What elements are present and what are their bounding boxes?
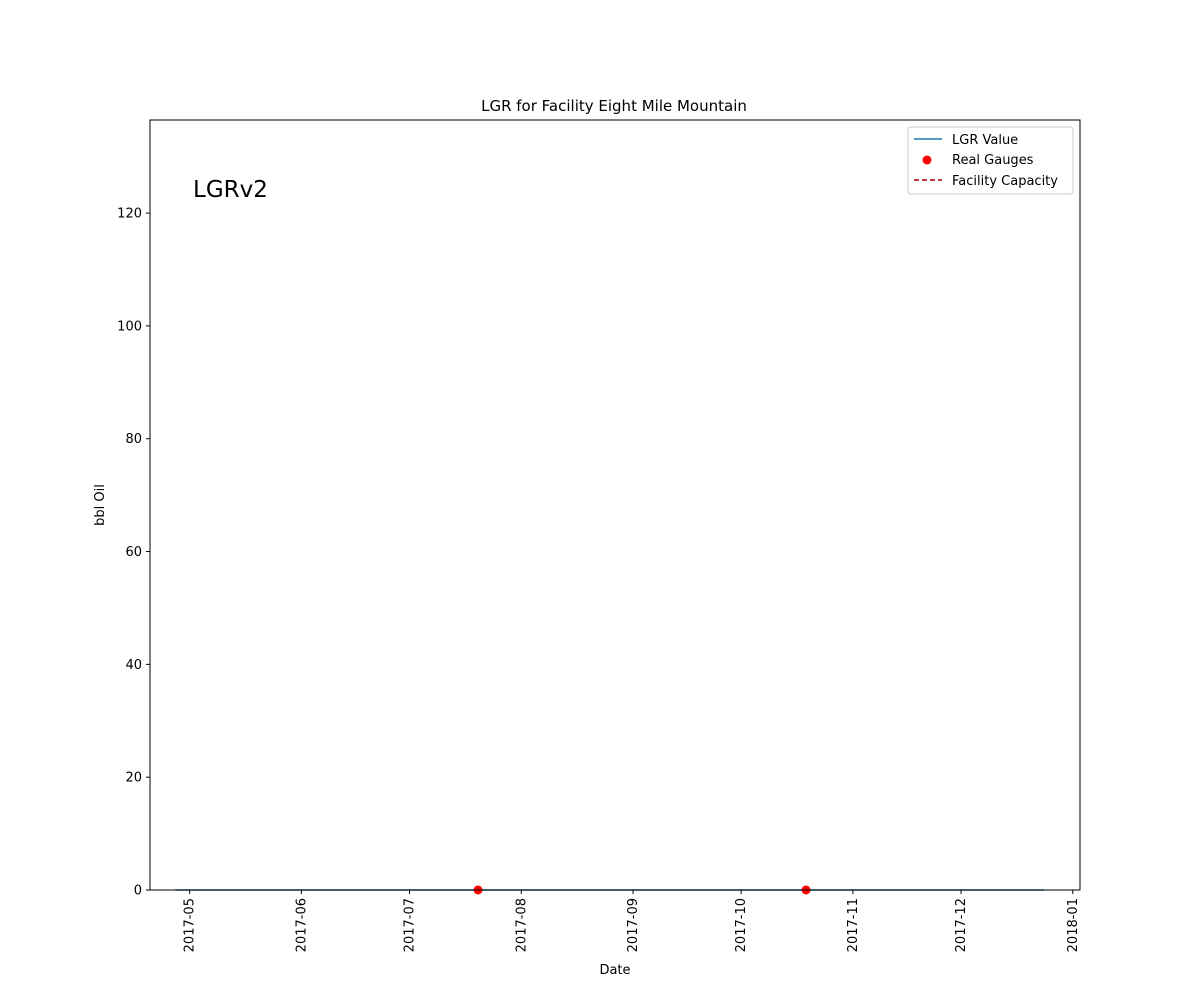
legend-box bbox=[907, 126, 1074, 195]
y-axis: 0 20 40 60 80 100 120 bbox=[117, 207, 150, 899]
x-axis-label: Date bbox=[599, 963, 630, 978]
y-tick-label: 0 bbox=[134, 884, 142, 899]
y-tick-label: 100 bbox=[117, 319, 142, 334]
chart-title: LGR for Facility Eight Mile Mountain bbox=[481, 97, 747, 115]
x-tick-label: 2017-09 bbox=[626, 898, 641, 952]
model-version-annotation: LGRv2 bbox=[193, 177, 268, 203]
plot-frame bbox=[149, 119, 1081, 891]
y-tick-label: 80 bbox=[125, 432, 142, 447]
x-tick-label: 2017-08 bbox=[514, 898, 529, 952]
x-tick-label: 2017-11 bbox=[846, 898, 861, 952]
x-tick-label: 2017-06 bbox=[294, 898, 309, 952]
x-tick-label: 2017-10 bbox=[734, 898, 749, 952]
x-tick-label: 2017-05 bbox=[183, 898, 198, 952]
legend-facility-capacity-label: Facility Capacity bbox=[952, 174, 1058, 189]
legend-lgr-value-label: LGR Value bbox=[952, 133, 1018, 148]
legend-real-gauges-label: Real Gauges bbox=[952, 153, 1034, 168]
legend-real-gauges-swatch bbox=[922, 155, 932, 165]
legend: LGR Value Real Gauges Facility Capacity bbox=[907, 126, 1074, 195]
x-tick-label: 2017-12 bbox=[954, 898, 969, 952]
plot-background bbox=[150, 120, 1080, 890]
y-tick-label: 20 bbox=[125, 771, 142, 786]
y-axis-label: bbl Oil bbox=[93, 484, 108, 526]
x-axis: 2017-05 2017-06 2017-07 2017-08 2017-09 2017-… bbox=[183, 890, 1081, 952]
y-tick-label: 40 bbox=[125, 658, 142, 673]
x-tick-label: 2018-01 bbox=[1066, 898, 1081, 952]
x-tick-label: 2017-07 bbox=[403, 898, 418, 952]
y-tick-label: 60 bbox=[125, 545, 142, 560]
y-tick-label: 120 bbox=[117, 207, 142, 222]
plot-area bbox=[149, 119, 1081, 895]
